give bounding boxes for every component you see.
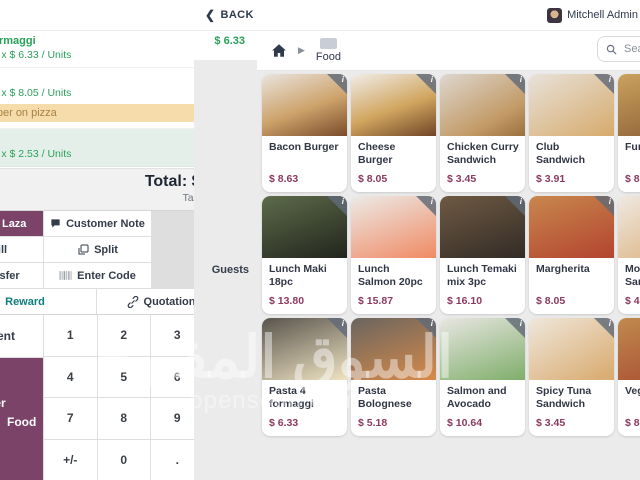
order-line-name: Pasta 4 formaggi [0,35,36,47]
product-card[interactable]: i Pasta 4 formaggi $ 6.33 [262,318,347,436]
numpad-key-2[interactable]: 2 [97,315,150,356]
back-label: BACK [220,9,254,21]
split-icon [78,244,89,254]
product-card[interactable]: iFunghi$ 8.05 [618,74,640,192]
info-icon[interactable]: i [327,74,347,94]
product-card[interactable]: i Lunch Temaki mix 3pc $ 16.10 [440,196,525,314]
guests-button[interactable]: Guests [194,60,257,480]
enter-code-button[interactable]: Enter Code [44,263,151,288]
user-name: Mitchell Admin [567,9,638,21]
order-line-price: $ 6.33 [214,35,245,47]
product-photo [618,74,640,136]
split-button[interactable]: Split [44,237,151,262]
order-line-qty: 1.0 Units x $ 8.05 / Units [0,87,72,99]
caret-right-icon: ▶ [298,44,305,55]
product-card[interactable]: i Salmon and Avocado $ 10.64 [440,318,525,436]
info-icon[interactable]: i [594,318,614,338]
note-icon [51,219,60,228]
product-card[interactable]: iMozzarella Sandwich$ 4.58 [618,196,640,314]
search-input[interactable] [622,42,640,56]
order-panel: Pasta 4 formaggi $ 6.33 1.0 Units x $ 6.… [0,30,258,480]
product-card[interactable]: i Margherita $ 8.05 [529,196,614,314]
numpad-key-8[interactable]: 8 [97,398,150,439]
user-menu[interactable]: Mitchell Admin [547,0,638,30]
info-icon[interactable]: i [416,318,436,338]
bill-button[interactable]: Bill [0,237,43,262]
link-icon [127,295,138,308]
numpad-key-5[interactable]: 5 [97,356,150,397]
payment-button[interactable]: Payment [0,315,43,357]
numpad-key-7[interactable]: 7 [44,398,97,439]
product-card[interactable]: iVegetarian$ 8.05 [618,318,640,436]
reward-button[interactable]: Reward [0,289,96,314]
order-line[interactable]: $ 8.05 1.0 Units x $ 8.05 / Units extra … [0,68,257,129]
order-line-qty: 1.0 Units x $ 6.33 / Units [0,49,72,61]
info-icon[interactable]: i [505,196,525,216]
customer-button[interactable]: Alexa Laza [0,211,43,236]
product-card[interactable]: i Cheese Burger $ 8.05 [351,74,436,192]
info-icon[interactable]: i [327,196,347,216]
control-buttons: Refund Alexa Laza Customer Note Internal… [0,60,257,480]
info-icon[interactable]: i [505,318,525,338]
numpad-plusminus-key[interactable]: +/- [44,439,97,480]
product-grid: i Bacon Burger $ 8.63 i Cheese Burger $ 8.05… [257,70,640,480]
order-line-qty: 1.0 Units x $ 2.53 / Units [0,148,72,160]
product-photo [618,318,640,380]
category-food[interactable]: Food [315,37,341,63]
customer-note-button[interactable]: Customer Note [44,211,151,236]
info-icon[interactable]: i [505,74,525,94]
product-card[interactable]: i Bacon Burger $ 8.63 [262,74,347,192]
category-thumb-image [319,37,337,49]
info-icon[interactable]: i [594,196,614,216]
top-bar: ❮ BACK Mitchell Admin [0,0,640,31]
search-icon [606,44,617,55]
order-lines: Pasta 4 formaggi $ 6.33 1.0 Units x $ 6.… [0,30,257,168]
barcode-icon [59,271,72,280]
category-label: Food [315,50,341,63]
home-icon[interactable] [271,43,287,58]
back-button[interactable]: ❮ BACK [205,0,254,30]
action-pad: Payment Order Food [0,315,43,480]
product-card[interactable]: i Spicy Tuna Sandwich $ 3.45 [529,318,614,436]
product-card[interactable]: i Lunch Salmon 20pc $ 15.87 [351,196,436,314]
search-box[interactable] [597,36,640,62]
info-icon[interactable]: i [416,74,436,94]
category-breadcrumb: ▶ Food [257,30,640,71]
chevron-left-icon: ❮ [205,8,216,22]
numpad-key-4[interactable]: 4 [44,356,97,397]
product-card[interactable]: i Lunch Maki 18pc $ 13.80 [262,196,347,314]
product-card[interactable]: i Club Sandwich $ 3.91 [529,74,614,192]
order-category-button[interactable]: Order Food [0,358,43,480]
info-icon[interactable]: i [327,318,347,338]
product-card[interactable]: i Pasta Bolognese $ 5.18 [351,318,436,436]
numpad-key-1[interactable]: 1 [44,315,97,356]
avatar [547,7,563,23]
product-photo [618,196,640,258]
order-line[interactable]: Pasta 4 formaggi $ 6.33 1.0 Units x $ 6.… [0,30,257,68]
info-icon[interactable]: i [416,196,436,216]
transfer-button[interactable]: → Transfer [0,263,43,288]
info-icon[interactable]: i [594,74,614,94]
numpad-key-0[interactable]: 0 [97,439,150,480]
product-card[interactable]: i Chicken Curry Sandwich $ 3.45 [440,74,525,192]
customer-note-text: extra pepper on pizza [0,104,257,122]
